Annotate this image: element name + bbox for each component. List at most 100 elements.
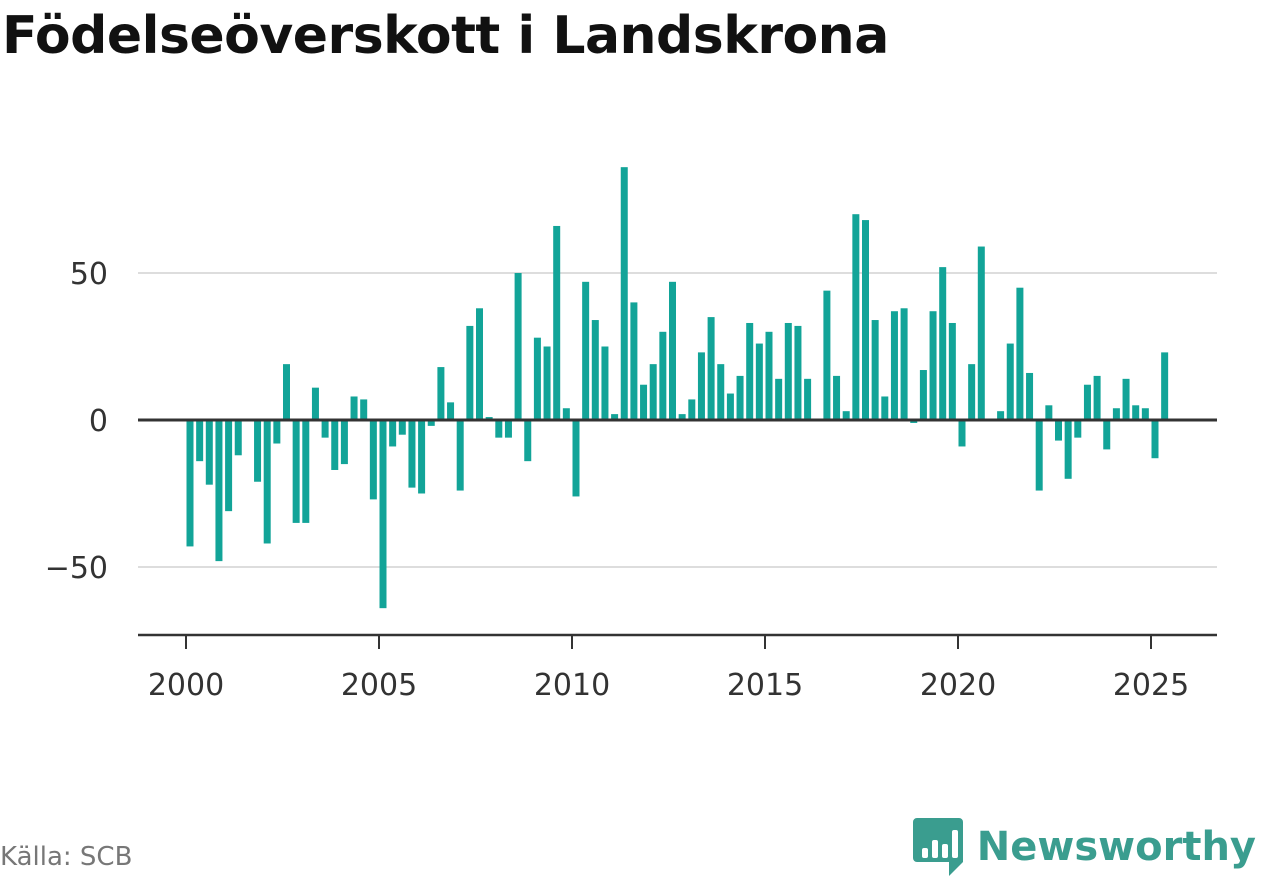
bar (871, 320, 879, 420)
bar (1035, 420, 1043, 491)
bar (398, 420, 406, 435)
bar (620, 167, 628, 420)
bar (292, 420, 300, 523)
bar (678, 414, 686, 420)
bar (1132, 405, 1140, 420)
bar (466, 325, 474, 420)
bar (890, 311, 898, 420)
bar (659, 331, 667, 420)
axes: 50 0 −50 2000 2005 2010 2015 2020 2025 (45, 257, 1217, 703)
bar (649, 364, 657, 420)
bar (321, 420, 329, 438)
bar (726, 393, 734, 420)
gridlines (138, 272, 1217, 568)
bar (1055, 420, 1062, 441)
bar (408, 420, 416, 488)
bar (1141, 408, 1149, 420)
bar (1083, 384, 1091, 420)
bar (186, 420, 194, 547)
bar (196, 420, 204, 462)
bar (852, 214, 860, 420)
bar (939, 267, 947, 420)
bars (186, 167, 1169, 609)
bar (775, 378, 783, 420)
bar (746, 322, 754, 420)
x-tick-label: 2025 (1113, 668, 1189, 703)
bar (1103, 420, 1111, 450)
bar (640, 384, 648, 420)
bar (447, 402, 455, 420)
bar (784, 322, 792, 420)
y-tick-label: 0 (89, 404, 108, 439)
bar (418, 420, 426, 494)
bar (302, 420, 310, 523)
bar (1006, 343, 1014, 420)
bar (215, 420, 223, 562)
newsworthy-logo-icon (912, 818, 963, 876)
bar (842, 411, 850, 420)
bar (379, 420, 387, 609)
bar (1161, 352, 1169, 420)
bar (794, 325, 802, 420)
bar (572, 420, 580, 497)
brand-logo[interactable]: Newsworthy (912, 818, 1256, 876)
bar (562, 408, 570, 420)
bar (514, 273, 522, 420)
bar (862, 220, 869, 420)
bar (1093, 375, 1101, 420)
bar (958, 420, 966, 447)
bar (533, 337, 541, 420)
chart-title: Födelseöverskott i Landskrona (2, 6, 889, 66)
bar (456, 420, 464, 491)
x-tick-label: 2000 (148, 668, 224, 703)
bar (350, 396, 358, 420)
bar (948, 322, 956, 420)
bar (919, 370, 927, 420)
bar (900, 308, 908, 420)
bar (717, 364, 725, 420)
y-tick-label: 50 (70, 257, 108, 292)
bar (997, 411, 1005, 420)
bar (1016, 287, 1024, 420)
bar (755, 343, 763, 420)
bar (582, 281, 590, 420)
bar (1122, 378, 1130, 420)
bar (524, 420, 532, 462)
bar (273, 420, 281, 444)
bar (369, 420, 377, 500)
bar (1112, 408, 1120, 420)
bar (688, 399, 696, 420)
bar (331, 420, 339, 470)
bar (611, 414, 619, 420)
bar (833, 375, 841, 420)
bar (823, 290, 831, 420)
bar (311, 387, 319, 420)
bar (234, 420, 242, 456)
bar (476, 308, 483, 420)
x-tick-label: 2020 (920, 668, 996, 703)
bar (968, 364, 976, 420)
bar (601, 346, 609, 420)
bar (1045, 405, 1053, 420)
bar (543, 346, 551, 420)
bar (881, 396, 889, 420)
bar (389, 420, 397, 447)
y-tick-label: −50 (45, 551, 108, 586)
bar (340, 420, 348, 465)
bar (263, 420, 271, 544)
bar (977, 246, 985, 420)
bar (1074, 420, 1082, 438)
bar (495, 420, 503, 438)
bar (1151, 420, 1159, 459)
bar (929, 311, 937, 420)
source-note: Källa: SCB (0, 842, 133, 872)
bar (437, 367, 445, 420)
bar (707, 317, 715, 420)
brand-name: Newsworthy (976, 824, 1256, 870)
bar (669, 281, 676, 420)
bar (504, 420, 512, 438)
bar (736, 375, 744, 420)
bar (360, 399, 368, 420)
bar (205, 420, 213, 485)
